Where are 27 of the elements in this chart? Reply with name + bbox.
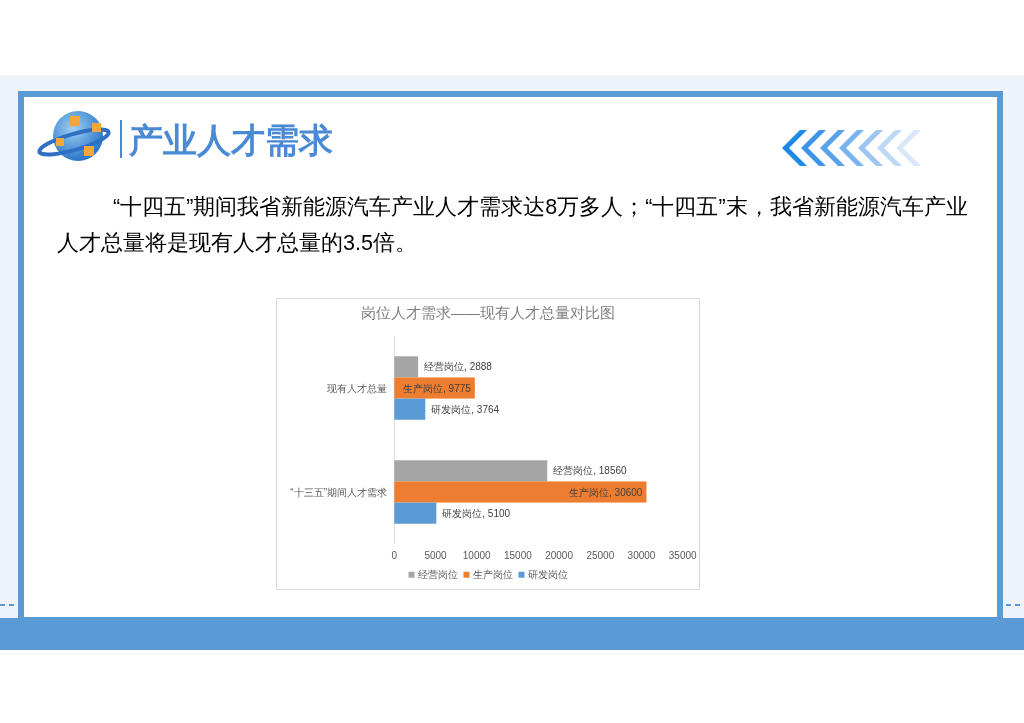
chart-title: 岗位人才需求——现有人才总量对比图	[361, 305, 615, 321]
data-label: 研发岗位, 5100	[442, 507, 511, 519]
data-label: 经营岗位, 2888	[424, 361, 493, 373]
bar	[394, 502, 437, 524]
data-label: 研发岗位, 3764	[431, 403, 500, 415]
bar	[394, 398, 426, 420]
bar	[394, 460, 548, 482]
y-tick-label: “十三五”期间人才需求	[290, 486, 387, 498]
annotation: 产业人才需求	[129, 120, 333, 161]
annotation: “十四五”期间我省新能源汽车产业人才需求达8万多人；“十四五”末，我省新能源汽车产业人才总量将是现有人才总量的3.5倍。	[57, 194, 969, 257]
x-tick-label: 0	[391, 550, 398, 561]
bar	[394, 356, 419, 378]
bar	[394, 481, 647, 503]
x-tick-label: 5000	[424, 550, 448, 561]
data-label: 生产岗位, 30600	[569, 486, 643, 498]
x-tick-label: 35000	[668, 550, 698, 561]
x-tick-label: 20000	[545, 550, 574, 561]
data-label: 生产岗位, 9775	[403, 382, 472, 394]
legend-label: 经营岗位	[417, 569, 458, 581]
legend-label: 生产岗位	[472, 569, 513, 581]
data-label: 经营岗位, 18560	[553, 465, 628, 477]
y-tick-label: 现有人才总量	[327, 382, 387, 394]
legend-label: 研发岗位	[527, 569, 568, 581]
x-tick-label: 10000	[462, 550, 492, 561]
x-tick-label: 30000	[627, 550, 656, 561]
x-tick-label: 25000	[586, 550, 615, 561]
x-tick-label: 15000	[503, 550, 533, 561]
